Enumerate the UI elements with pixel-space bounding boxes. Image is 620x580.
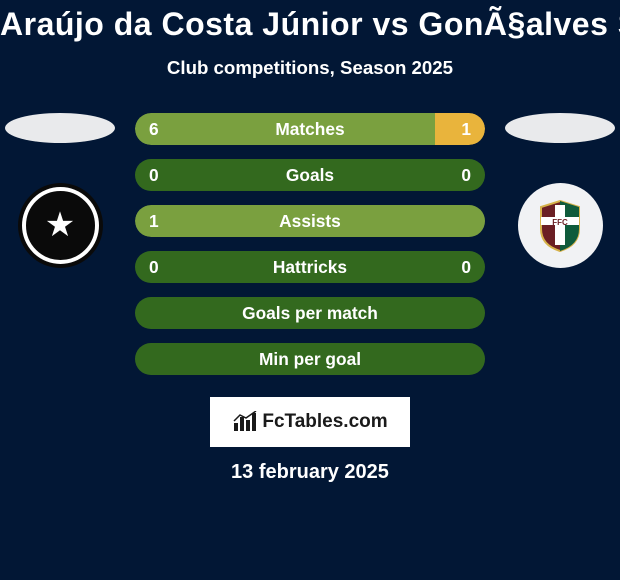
bar-label: Matches [135,113,485,145]
crest-left: ★ [0,113,120,268]
content-root: Araújo da Costa Júnior vs GonÃ§alves Sil… [0,0,620,580]
bar-row: Assists1 [135,205,485,237]
ellipse-right [505,113,615,143]
shield-icon: FFC [537,199,583,253]
bar-value-right: 0 [461,251,471,283]
page-title: Araújo da Costa Júnior vs GonÃ§alves Sil… [0,6,620,43]
bar-label: Assists [135,205,485,237]
branding-box: FcTables.com [210,397,410,447]
bar-label: Goals [135,159,485,191]
bar-label: Goals per match [135,297,485,329]
bar-row: Matches6 1 [135,113,485,145]
bar-row: Min per goal [135,343,485,375]
bar-row: Goals per match [135,297,485,329]
branding-text: FcTables.com [262,411,387,433]
svg-text:FFC: FFC [552,218,568,227]
ellipse-left [5,113,115,143]
bar-label: Min per goal [135,343,485,375]
badge-botafogo: ★ [18,183,103,268]
bar-row: Hattricks0 0 [135,251,485,283]
bar-value-left: 0 [149,159,159,191]
bar-row: Goals0 0 [135,159,485,191]
chart-icon [232,411,258,433]
bar-label: Hattricks [135,251,485,283]
bar-value-left: 0 [149,251,159,283]
bar-value-right: 1 [461,113,471,145]
star-icon: ★ [45,208,75,242]
crest-right: FFC [500,113,620,268]
badge-fluminense: FFC [518,183,603,268]
bar-value-left: 6 [149,113,159,145]
comparison-area: ★ FFC Matches61Goals00Assists1Hattrick [0,113,620,383]
badge-botafogo-ring: ★ [22,187,99,264]
bar-value-left: 1 [149,205,159,237]
bar-value-right: 0 [461,159,471,191]
page-subtitle: Club competitions, Season 2025 [0,57,620,79]
date-text: 13 february 2025 [0,461,620,484]
